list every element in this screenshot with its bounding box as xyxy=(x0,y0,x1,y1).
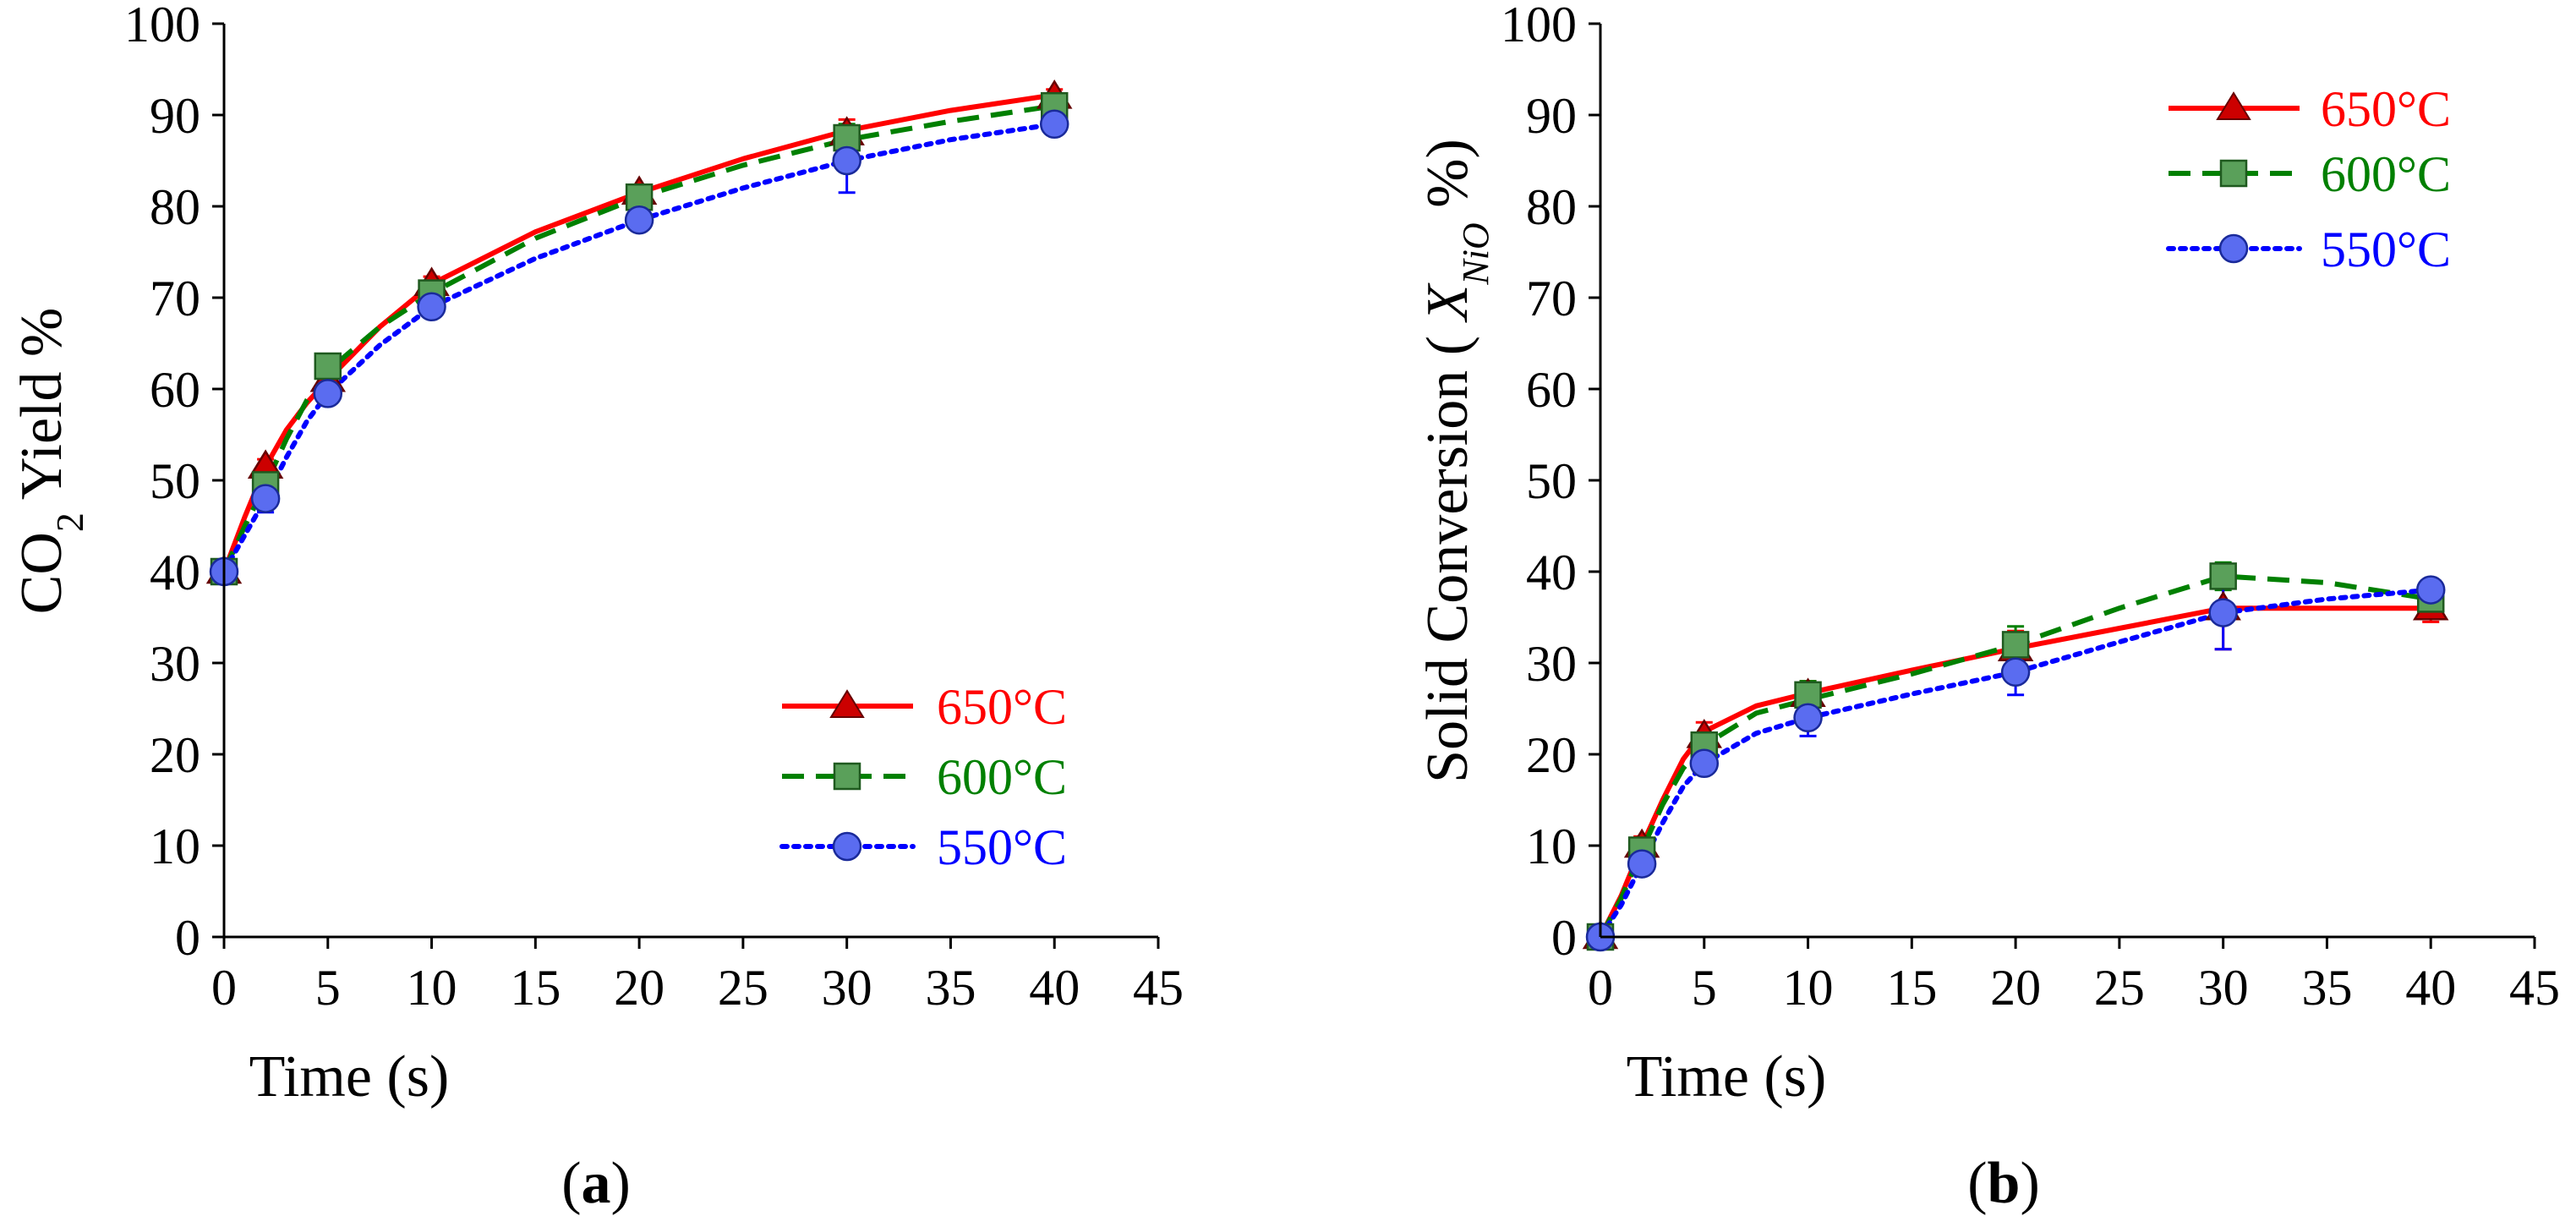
x-axis-ticks-b: 0 5 10 15 20 25 30 35 40 45 xyxy=(1588,937,2560,1016)
legend-entry-650-b: 650°C xyxy=(2169,81,2451,137)
y-tick-label: 100 xyxy=(1501,0,1577,52)
legend-label-650-a: 650°C xyxy=(937,679,1067,735)
y-tick-label: 20 xyxy=(150,727,200,783)
data-point-circle-550-b xyxy=(1689,748,1720,779)
x-tick-label: 45 xyxy=(1133,960,1184,1016)
x-tick-label: 5 xyxy=(1692,960,1717,1016)
x-tick-label: 30 xyxy=(822,960,872,1016)
y-tick-label: 10 xyxy=(1526,819,1577,874)
series-line-550-a xyxy=(222,121,1058,574)
y-tick-label: 30 xyxy=(150,636,200,692)
x-tick-label: 15 xyxy=(510,960,561,1016)
data-point-square-600-b xyxy=(2001,631,2030,659)
x-axis-title-a: Time (s) xyxy=(249,1044,450,1109)
data-point-circle-550-a xyxy=(313,379,343,408)
y-tick-label: 70 xyxy=(1526,271,1577,326)
data-point-circle-550-b xyxy=(1627,849,1657,879)
data-point-circle-550-a xyxy=(624,205,654,235)
data-point-circle-550-b xyxy=(2415,575,2446,605)
legend-entry-650-a: 650°C xyxy=(782,679,1067,735)
legend-label-550-b: 550°C xyxy=(2321,222,2451,277)
x-tick-label: 10 xyxy=(407,960,457,1016)
x-tick-label: 30 xyxy=(2198,960,2249,1016)
chart-panel-b: 0 5 10 15 20 25 30 35 40 45 0 10 20 30 40 50 60 70 80 90 10… xyxy=(1415,0,2560,1216)
x-tick-label: 20 xyxy=(1990,960,2041,1016)
legend-label-600-b: 600°C xyxy=(2321,146,2451,202)
y-tick-label: 20 xyxy=(1526,727,1577,783)
series-line-550-b xyxy=(1598,587,2434,939)
y-tick-label: 80 xyxy=(1526,179,1577,235)
y-tick-label: 60 xyxy=(150,362,200,418)
legend-b: 650°C 600°C 550°C xyxy=(2166,81,2451,277)
data-markers-b xyxy=(1582,562,2449,952)
legend-label-650-b: 650°C xyxy=(2321,81,2451,137)
x-tick-label: 45 xyxy=(2509,960,2560,1016)
y-axis-title-a: CO2 Yield % xyxy=(9,308,91,615)
y-tick-label: 100 xyxy=(124,0,200,52)
y-axis-ticks-a: 0 10 20 30 40 50 60 70 80 90 100 xyxy=(124,0,224,966)
x-axis-ticks-a: 0 5 10 15 20 25 30 35 40 45 xyxy=(211,937,1184,1016)
x-tick-label: 0 xyxy=(1588,960,1613,1016)
series-lines-a xyxy=(222,92,1058,574)
y-tick-label: 90 xyxy=(150,88,200,144)
y-tick-label: 0 xyxy=(175,910,200,966)
y-tick-label: 0 xyxy=(1551,910,1577,966)
x-tick-label: 25 xyxy=(2094,960,2145,1016)
legend-marker-triangle-b xyxy=(2216,91,2251,120)
data-point-circle-550-b xyxy=(1793,703,1823,733)
legend-entry-550-a: 550°C xyxy=(779,819,1067,875)
y-tick-label: 90 xyxy=(1526,88,1577,144)
data-point-circle-550-b xyxy=(2208,598,2238,627)
data-point-square-600-b xyxy=(2209,562,2237,590)
legend-marker-circle-a xyxy=(832,831,862,862)
x-tick-label: 35 xyxy=(2301,960,2352,1016)
x-tick-label: 40 xyxy=(2405,960,2456,1016)
legend-entry-550-b: 550°C xyxy=(2166,222,2451,277)
y-tick-label: 40 xyxy=(1526,545,1577,600)
y-tick-label: 70 xyxy=(150,271,200,326)
data-markers-a xyxy=(205,79,1073,587)
y-tick-label: 10 xyxy=(150,819,200,874)
y-axis-ticks-b: 0 10 20 30 40 50 60 70 80 90 100 xyxy=(1501,0,1600,966)
y-tick-label: 80 xyxy=(150,179,200,235)
y-axis-title-b: Solid Conversion ( XNiO %) xyxy=(1415,139,1496,783)
chart-panel-a: 0 5 10 15 20 25 30 35 40 45 0 10 20 30 40 50 60 70 80 90 10… xyxy=(9,0,1184,1216)
x-tick-label: 10 xyxy=(1783,960,1834,1016)
x-tick-label: 0 xyxy=(211,960,237,1016)
y-tick-label: 40 xyxy=(150,545,200,600)
x-tick-label: 25 xyxy=(718,960,768,1016)
panel-label-a: (a) xyxy=(561,1151,631,1216)
data-point-circle-550-b xyxy=(2000,657,2031,687)
x-tick-label: 35 xyxy=(925,960,976,1016)
legend-marker-triangle-a xyxy=(829,689,865,718)
y-tick-label: 50 xyxy=(1526,453,1577,509)
data-point-circle-550-a xyxy=(250,484,281,513)
x-tick-label: 15 xyxy=(1886,960,1937,1016)
data-point-square-600-a xyxy=(314,352,342,381)
legend-a: 650°C 600°C 550°C xyxy=(779,679,1067,875)
x-tick-label: 20 xyxy=(614,960,665,1016)
legend-entry-600-b: 600°C xyxy=(2169,146,2451,202)
panel-label-b: (b) xyxy=(1967,1151,2040,1216)
y-tick-label: 30 xyxy=(1526,636,1577,692)
x-axis-title-b: Time (s) xyxy=(1627,1044,1827,1109)
legend-marker-circle-b xyxy=(2218,233,2249,264)
legend-label-550-a: 550°C xyxy=(937,819,1067,875)
legend-marker-square-b xyxy=(2219,159,2248,188)
error-bars-a xyxy=(257,88,1064,514)
legend-label-600-a: 600°C xyxy=(937,749,1067,805)
legend-marker-square-a xyxy=(833,762,861,791)
y-tick-label: 50 xyxy=(150,453,200,509)
data-point-circle-550-a xyxy=(1039,109,1069,140)
x-tick-label: 40 xyxy=(1029,960,1080,1016)
data-point-circle-550-a xyxy=(832,145,861,176)
y-tick-label: 60 xyxy=(1526,362,1577,418)
data-point-circle-550-a xyxy=(417,292,446,322)
series-line-650-a xyxy=(222,92,1055,573)
x-tick-label: 5 xyxy=(315,960,341,1016)
legend-entry-600-a: 600°C xyxy=(782,749,1067,805)
